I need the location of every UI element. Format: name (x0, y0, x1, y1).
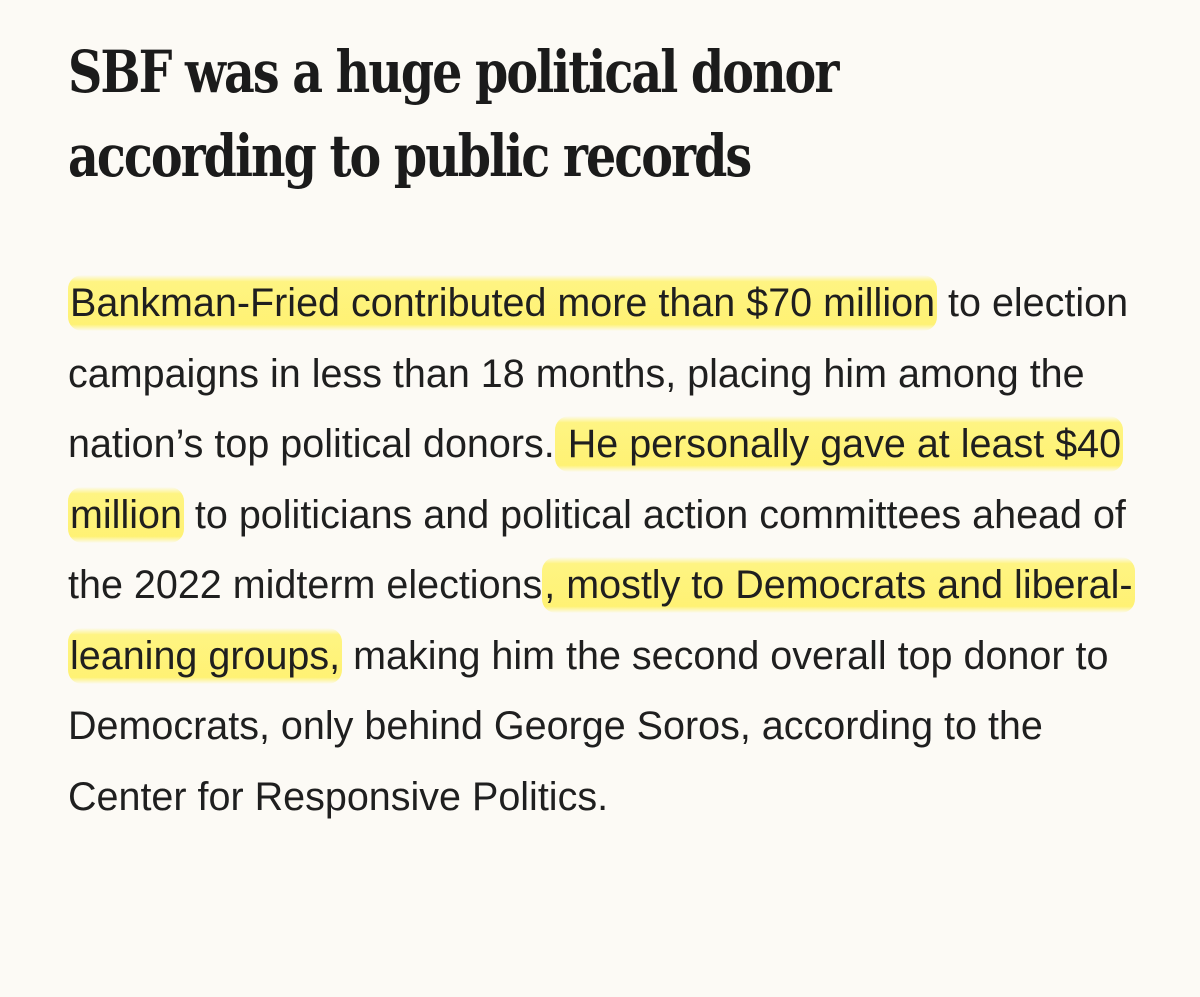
paragraph-text-1: to election campaigns in less than 18 mo… (68, 281, 1129, 466)
headline-line-2: according to public records (68, 122, 752, 190)
highlighted-text-1: Bankman-Fried contributed more than $70 … (68, 275, 938, 331)
article: SBF was a huge political donor according … (68, 30, 1158, 819)
article-paragraph: Bankman-Fried contributed more than $70 … (68, 268, 1158, 832)
paragraph-text-3: making him the second overall top donor … (68, 633, 1109, 819)
paragraph-text-2: to politicians and political action comm… (68, 492, 1126, 608)
headline-line-1: SBF was a huge political donor (68, 38, 839, 106)
headline: SBF was a huge political donor according … (68, 30, 1134, 198)
